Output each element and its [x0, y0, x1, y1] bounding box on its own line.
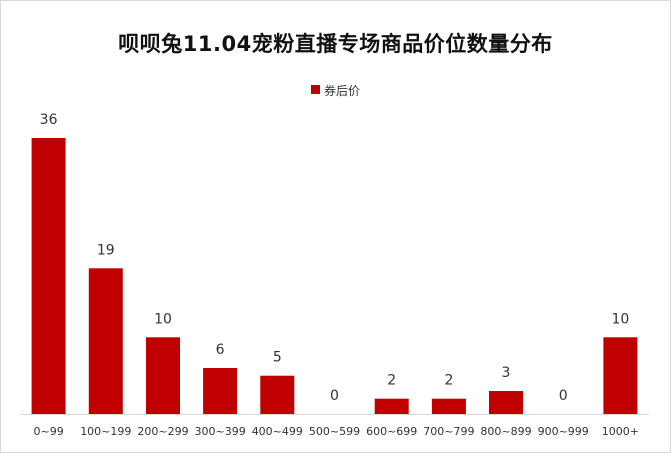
- legend-label: 券后价: [323, 84, 360, 98]
- chart-title: 呗呗兔11.04宠粉直播专场商品价位数量分布: [118, 32, 553, 56]
- bar-100~199: [88, 268, 123, 414]
- bar-800~899: [489, 391, 523, 414]
- data-labels-group: 36 19 10 6 5 0 2 2 3 0 10: [40, 112, 630, 404]
- x-tick-label: 800~899: [480, 425, 531, 438]
- bar-600~699: [374, 398, 409, 414]
- bar-1000+: [603, 337, 638, 414]
- legend-swatch: [310, 85, 320, 94]
- x-tick-label: 300~399: [194, 425, 245, 438]
- data-label: 0: [330, 388, 339, 404]
- x-tick-label: 600~699: [366, 425, 417, 438]
- x-tick-label: 400~499: [252, 425, 303, 438]
- x-tick-labels-group: 0~99 100~199 200~299 300~399 400~499 500~599 6…: [33, 425, 639, 438]
- bar-400~499: [260, 375, 295, 414]
- data-label: 3: [502, 365, 511, 381]
- x-tick-label: 1000+: [602, 425, 639, 438]
- bars-group: [31, 138, 638, 414]
- data-label: 36: [40, 112, 58, 128]
- x-tick-label: 0~99: [33, 425, 63, 438]
- data-label: 0: [559, 388, 568, 404]
- data-label: 10: [611, 311, 629, 327]
- data-label: 2: [444, 373, 453, 389]
- bar-700~799: [431, 398, 466, 414]
- bar-300~399: [203, 368, 238, 414]
- bar-200~299: [146, 337, 180, 414]
- x-tick-label: 700~799: [423, 425, 474, 438]
- bar-0~99: [31, 138, 66, 414]
- x-tick-label: 100~199: [80, 425, 131, 438]
- x-tick-label: 900~999: [538, 425, 589, 438]
- data-label: 10: [154, 311, 172, 327]
- legend: 券后价: [0, 82, 671, 99]
- data-label: 5: [273, 350, 282, 366]
- data-label: 6: [216, 342, 225, 358]
- x-tick-label: 200~299: [137, 425, 188, 438]
- data-label: 19: [97, 242, 115, 258]
- data-label: 2: [387, 373, 396, 389]
- x-tick-label: 500~599: [309, 425, 360, 438]
